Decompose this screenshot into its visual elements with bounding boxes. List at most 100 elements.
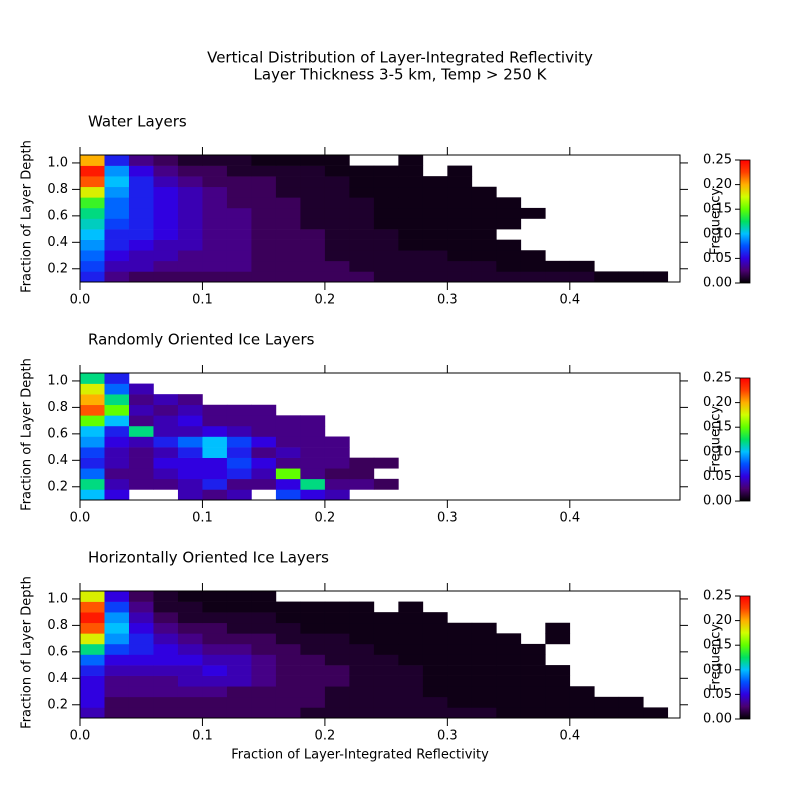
heat-cell	[471, 622, 497, 634]
heat-cell	[251, 404, 277, 416]
heat-cell	[324, 271, 350, 283]
heat-cell	[398, 250, 424, 262]
heat-cell	[447, 271, 473, 283]
heat-cell	[275, 622, 301, 634]
heat-cell	[373, 457, 399, 469]
heat-cell	[594, 707, 620, 719]
heat-cell	[153, 591, 179, 602]
heat-cell	[594, 271, 620, 283]
heat-cell	[373, 197, 399, 209]
heat-cell	[349, 165, 375, 177]
heat-cell	[177, 165, 203, 177]
heat-cell	[251, 260, 277, 272]
heat-cell	[349, 271, 375, 283]
y-tick-label: 0.8	[47, 618, 68, 633]
heat-cell	[349, 260, 375, 272]
heat-cell	[373, 250, 399, 262]
heat-cell	[104, 229, 130, 240]
heat-cell	[324, 447, 350, 458]
heat-cell	[422, 271, 448, 283]
heat-cell	[128, 643, 154, 655]
heat-cell	[300, 686, 326, 698]
heat-cell	[398, 176, 424, 188]
heat-cell	[177, 229, 203, 240]
heat-cell	[153, 404, 179, 416]
heat-cell	[300, 229, 326, 240]
heat-cell	[447, 165, 473, 177]
heat-cell	[300, 675, 326, 687]
heat-cell	[80, 218, 105, 230]
heat-cell	[128, 436, 154, 448]
heat-cell	[275, 457, 301, 469]
heat-cell	[251, 197, 277, 209]
heat-cell	[251, 155, 277, 166]
heat-cell	[569, 260, 595, 272]
heat-cell	[251, 415, 277, 427]
heat-cell	[177, 696, 203, 708]
heat-cell	[80, 601, 105, 613]
heat-cell	[153, 654, 179, 666]
heat-cell	[226, 271, 252, 283]
heat-cell	[226, 404, 252, 416]
heat-cell	[202, 591, 228, 602]
y-tick-label: 0.6	[47, 644, 68, 659]
heat-cell	[226, 696, 252, 708]
heat-cell	[447, 686, 473, 698]
heat-cell	[202, 468, 228, 480]
heat-cell	[153, 394, 179, 406]
colorbar-tick-label: 0.25	[703, 153, 732, 168]
heat-cell	[153, 207, 179, 219]
heat-cell	[496, 239, 522, 251]
heat-cell	[373, 218, 399, 230]
heat-cell	[80, 643, 105, 655]
heat-cell	[275, 707, 301, 719]
heat-cell	[422, 260, 448, 272]
heat-cell	[104, 155, 130, 166]
heat-cell	[300, 665, 326, 676]
heat-cell	[447, 633, 473, 645]
heat-cell	[128, 601, 154, 613]
heat-cell	[226, 425, 252, 437]
heat-cell	[128, 696, 154, 708]
heat-cell	[226, 155, 252, 166]
heat-cell	[104, 404, 130, 416]
colorbar-tick-label: 0.10	[703, 662, 732, 677]
heat-cell	[496, 271, 522, 283]
heat-cell	[177, 415, 203, 427]
heat-cell	[104, 218, 130, 230]
heat-cell	[251, 478, 277, 490]
colorbar-label: Frequency	[709, 406, 724, 473]
heat-cell	[251, 707, 277, 719]
heat-cell	[104, 207, 130, 219]
heat-cell	[80, 229, 105, 240]
heat-cell	[177, 155, 203, 166]
heat-cell	[324, 489, 350, 501]
heat-cell	[471, 197, 497, 209]
heat-cell	[202, 229, 228, 240]
heat-cell	[275, 643, 301, 655]
heat-cell	[177, 207, 203, 219]
heat-cell	[202, 197, 228, 209]
heat-cell	[104, 436, 130, 448]
heat-cell	[153, 415, 179, 427]
colorbar-tick-label: 0.15	[703, 638, 732, 653]
heat-cell	[202, 176, 228, 188]
heat-cell	[422, 186, 448, 198]
heat-cell	[324, 207, 350, 219]
heat-cell	[251, 686, 277, 698]
heat-cell	[349, 601, 375, 613]
heat-cell	[80, 207, 105, 219]
heat-cell	[128, 218, 154, 230]
heat-cell	[226, 436, 252, 448]
heat-cell	[373, 612, 399, 624]
heat-cell	[251, 207, 277, 219]
heat-cell	[373, 622, 399, 634]
heat-cell	[80, 686, 105, 698]
heat-cell	[80, 425, 105, 437]
heat-cell	[300, 165, 326, 177]
heat-cell	[80, 415, 105, 427]
heat-cell	[128, 260, 154, 272]
heat-cell	[300, 622, 326, 634]
heat-cell	[251, 457, 277, 469]
y-axis-label: Fraction of Layer Depth	[20, 358, 35, 511]
